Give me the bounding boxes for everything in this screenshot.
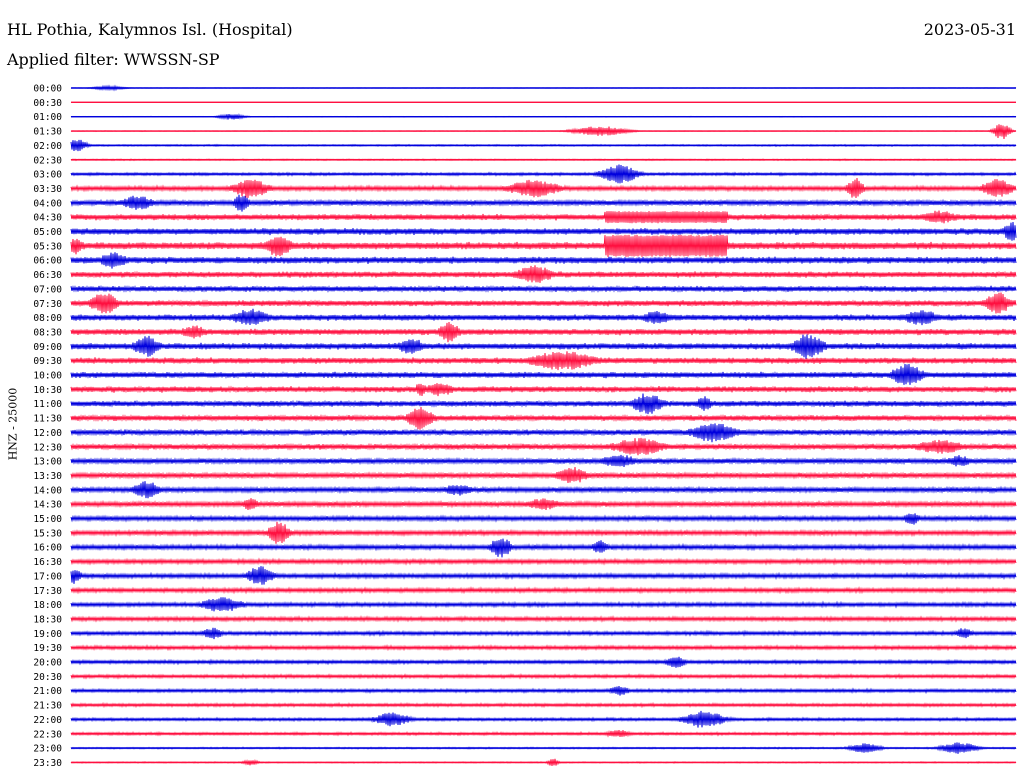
tick-label-1700: 17:00: [33, 571, 62, 582]
tick-label-1100: 11:00: [33, 399, 62, 410]
tick-label-2100: 21:00: [33, 686, 62, 697]
tick-label-1900: 19:00: [33, 629, 62, 640]
tick-label-2030: 20:30: [33, 672, 62, 683]
tick-label-2000: 20:00: [33, 658, 62, 669]
tick-label-0400: 04:00: [33, 198, 62, 209]
tick-label-0330: 03:30: [33, 184, 62, 195]
tick-label-0930: 09:30: [33, 356, 62, 367]
tick-label-2330: 23:30: [33, 758, 62, 769]
station-title: HL Pothia, Kalymnos Isl. (Hospital): [7, 20, 293, 39]
tick-label-0030: 00:30: [33, 98, 62, 109]
filter-label: Applied filter: WWSSN-SP: [7, 50, 220, 69]
tick-label-2200: 22:00: [33, 715, 62, 726]
tick-label-2130: 21:30: [33, 701, 62, 712]
tick-label-0200: 02:00: [33, 141, 62, 152]
tick-label-1630: 16:30: [33, 557, 62, 568]
tick-label-1530: 15:30: [33, 528, 62, 539]
time-tick-labels: 00:00 00:30 01:00 01:30 02:00 02:30 03:00 03:30…: [33, 84, 62, 769]
tick-label-1030: 10:30: [33, 385, 62, 396]
trace-1600: [70, 538, 1017, 558]
tick-label-0830: 08:30: [33, 327, 62, 338]
tick-label-1300: 13:00: [33, 457, 62, 468]
tick-label-1730: 17:30: [33, 586, 62, 597]
tick-label-1600: 16:00: [33, 543, 62, 554]
tick-label-1000: 10:00: [33, 371, 62, 382]
tick-label-1500: 15:00: [33, 514, 62, 525]
tick-label-1430: 14:30: [33, 500, 62, 511]
tick-label-0530: 05:30: [33, 241, 62, 252]
tick-label-0600: 06:00: [33, 256, 62, 267]
tick-label-0100: 01:00: [33, 112, 62, 123]
tick-label-1330: 13:30: [33, 471, 62, 482]
tick-label-0630: 06:30: [33, 270, 62, 281]
tick-label-1230: 12:30: [33, 442, 62, 453]
tick-label-0500: 05:00: [33, 227, 62, 238]
tick-label-0700: 07:00: [33, 284, 62, 295]
tick-label-1800: 18:00: [33, 600, 62, 611]
tick-label-2300: 23:00: [33, 744, 62, 755]
tick-label-0000: 00:00: [33, 84, 62, 95]
seismic-traces: [70, 84, 1017, 766]
tick-label-1830: 18:30: [33, 614, 62, 625]
tick-label-0130: 01:30: [33, 127, 62, 138]
tick-label-0730: 07:30: [33, 299, 62, 310]
tick-label-1200: 12:00: [33, 428, 62, 439]
record-date: 2023-05-31: [923, 20, 1016, 39]
tick-label-1400: 14:00: [33, 485, 62, 496]
tick-label-0430: 04:30: [33, 213, 62, 224]
tick-label-1930: 19:30: [33, 643, 62, 654]
tick-label-0800: 08:00: [33, 313, 62, 324]
tick-label-0230: 02:30: [33, 155, 62, 166]
tick-label-1130: 11:30: [33, 414, 62, 425]
tick-label-2230: 22:30: [33, 729, 62, 740]
tick-label-0900: 09:00: [33, 342, 62, 353]
tick-label-0300: 03:00: [33, 170, 62, 181]
